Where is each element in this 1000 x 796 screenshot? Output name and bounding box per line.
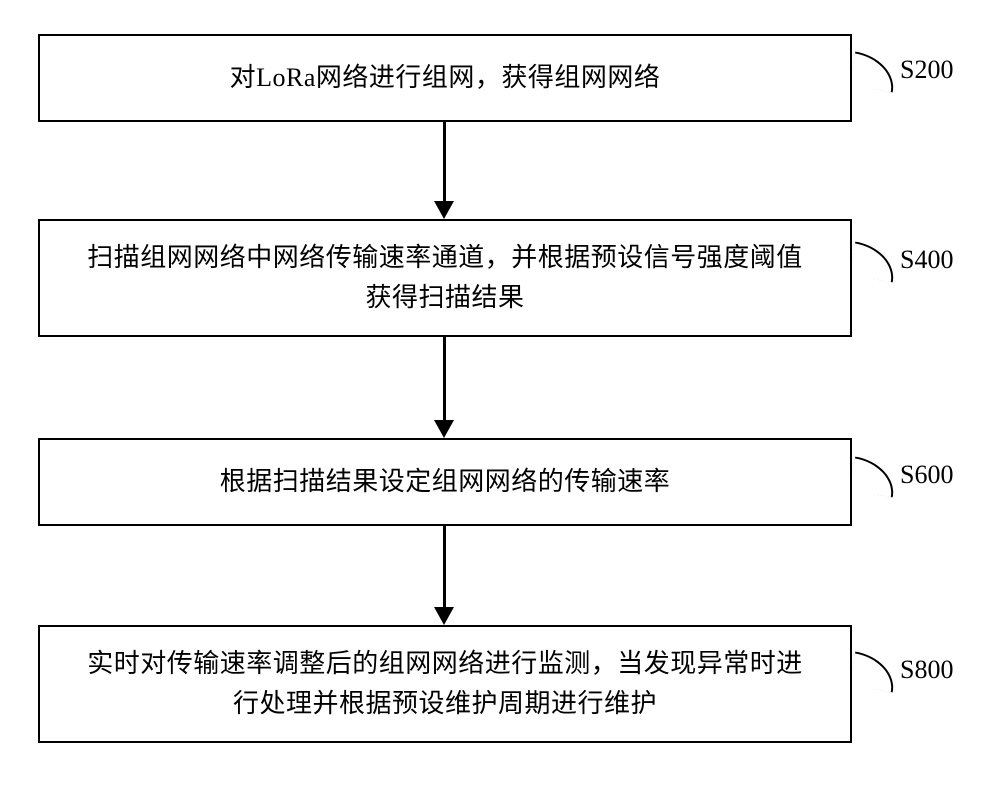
flowchart-node-text-s800: 实时对传输速率调整后的组网网络进行监测，当发现异常时进 行处理并根据预设维护周期…: [87, 644, 803, 725]
flowchart-node-label-s600: S600: [900, 460, 953, 490]
arrow-shaft-s600-s800: [443, 526, 446, 607]
arrow-head-s200-s400: [434, 201, 454, 219]
flowchart-node-text-s400: 扫描组网网络中网络传输速率通道，并根据预设信号强度阈值 获得扫描结果: [87, 238, 803, 319]
flowchart-node-text-s200: 对LoRa网络进行组网，获得组网网络: [230, 58, 661, 98]
flowchart-node-label-s200: S200: [900, 55, 953, 85]
flowchart-node-label-s400: S400: [900, 245, 953, 275]
label-connector-s800: [849, 651, 898, 692]
flowchart-node-s200: 对LoRa网络进行组网，获得组网网络: [38, 34, 852, 122]
label-connector-s200: [849, 51, 898, 92]
flowchart-node-s800: 实时对传输速率调整后的组网网络进行监测，当发现异常时进 行处理并根据预设维护周期…: [38, 625, 852, 743]
flowchart-node-label-s800: S800: [900, 655, 953, 685]
flowchart-node-text-s600: 根据扫描结果设定组网网络的传输速率: [220, 462, 671, 502]
arrow-shaft-s200-s400: [443, 122, 446, 201]
arrow-head-s400-s600: [434, 420, 454, 438]
flowchart-canvas: 对LoRa网络进行组网，获得组网网络 S200 扫描组网网络中网络传输速率通道，并根…: [0, 0, 1000, 796]
flowchart-node-s600: 根据扫描结果设定组网网络的传输速率: [38, 438, 852, 526]
label-connector-s400: [849, 241, 898, 282]
arrow-head-s600-s800: [434, 607, 454, 625]
label-connector-s600: [849, 456, 898, 497]
arrow-shaft-s400-s600: [443, 337, 446, 420]
flowchart-node-s400: 扫描组网网络中网络传输速率通道，并根据预设信号强度阈值 获得扫描结果: [38, 219, 852, 337]
